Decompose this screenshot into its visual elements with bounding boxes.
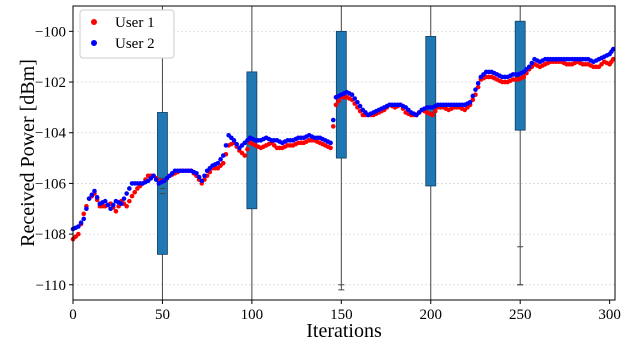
data-point — [529, 60, 535, 66]
data-point — [127, 198, 132, 204]
y-axis-ticks: −110 −108 −106 −104 −102 −100 — [35, 24, 73, 294]
legend-marker-user-1 — [91, 19, 97, 25]
data-point — [336, 98, 341, 104]
data-point — [102, 198, 108, 204]
data-point — [349, 92, 355, 98]
y-tick-label: −106 — [35, 176, 66, 192]
data-point — [113, 208, 119, 214]
y-tick-label: −108 — [35, 227, 66, 243]
data-point — [127, 186, 132, 191]
x-tick-label: 100 — [241, 307, 264, 323]
data-point — [432, 108, 438, 114]
data-point — [202, 173, 207, 179]
y-tick-label: −102 — [35, 75, 66, 91]
data-point — [118, 201, 124, 206]
data-point — [467, 100, 473, 105]
x-tick-label: 300 — [598, 307, 621, 323]
data-point — [328, 140, 333, 146]
data-point — [521, 74, 527, 80]
data-point — [526, 64, 532, 70]
data-point — [194, 170, 199, 176]
data-point — [470, 93, 476, 99]
x-tick-label: 0 — [69, 307, 77, 323]
data-point — [86, 196, 92, 201]
legend-marker-user-2 — [91, 40, 97, 46]
data-point — [475, 81, 481, 86]
legend-label-user-1: User 1 — [115, 15, 155, 31]
data-point — [121, 196, 127, 201]
data-point — [330, 124, 336, 129]
data-point — [110, 202, 116, 208]
data-point — [129, 193, 135, 199]
data-point — [610, 46, 616, 52]
data-point — [242, 153, 248, 158]
data-point — [151, 173, 156, 179]
y-tick-label: −110 — [36, 278, 66, 294]
data-point — [196, 174, 202, 180]
data-point — [330, 117, 336, 123]
data-point — [84, 206, 89, 212]
data-point — [76, 231, 81, 237]
x-tick-label: 150 — [330, 307, 353, 323]
data-point — [81, 216, 87, 222]
data-point — [610, 56, 616, 62]
data-point — [132, 189, 138, 195]
x-axis-ticks: 0 50 100 150 200 250 300 — [69, 300, 621, 323]
data-point — [220, 153, 226, 158]
data-point — [92, 188, 97, 194]
data-point — [199, 178, 205, 184]
x-tick-label: 200 — [420, 307, 443, 323]
y-axis-label: Received Power [dBm] — [17, 59, 39, 247]
data-point — [231, 138, 237, 143]
data-point — [355, 100, 360, 105]
data-point — [333, 102, 339, 108]
data-point — [357, 103, 363, 109]
boxplots — [157, 6, 526, 301]
legend: User 1 User 2 — [79, 9, 175, 59]
legend-label-user-2: User 2 — [115, 36, 155, 52]
x-tick-label: 250 — [509, 307, 532, 323]
data-point — [153, 177, 159, 182]
data-point — [215, 160, 221, 166]
data-point — [78, 220, 84, 225]
y-tick-label: −100 — [35, 24, 66, 40]
data-point — [94, 195, 100, 200]
data-point — [352, 96, 358, 101]
y-tick-label: −104 — [35, 126, 66, 142]
data-point — [328, 145, 333, 151]
data-point — [89, 192, 95, 198]
data-point — [220, 160, 226, 166]
data-point — [108, 206, 113, 212]
data-point — [223, 143, 229, 148]
data-point — [245, 146, 250, 152]
data-point — [76, 224, 81, 229]
data-point — [105, 202, 111, 208]
data-point — [473, 87, 478, 92]
series-2 — [70, 46, 616, 232]
data-point — [430, 112, 435, 118]
legend-box — [79, 9, 175, 59]
data-point — [124, 203, 129, 209]
series-points — [70, 46, 616, 242]
data-point — [124, 191, 129, 196]
data-point — [234, 141, 239, 147]
data-point — [218, 157, 223, 162]
x-axis-label: Iterations — [306, 320, 382, 342]
x-tick-label: 50 — [155, 307, 170, 323]
plot-frame — [72, 5, 616, 301]
data-point — [81, 211, 87, 217]
